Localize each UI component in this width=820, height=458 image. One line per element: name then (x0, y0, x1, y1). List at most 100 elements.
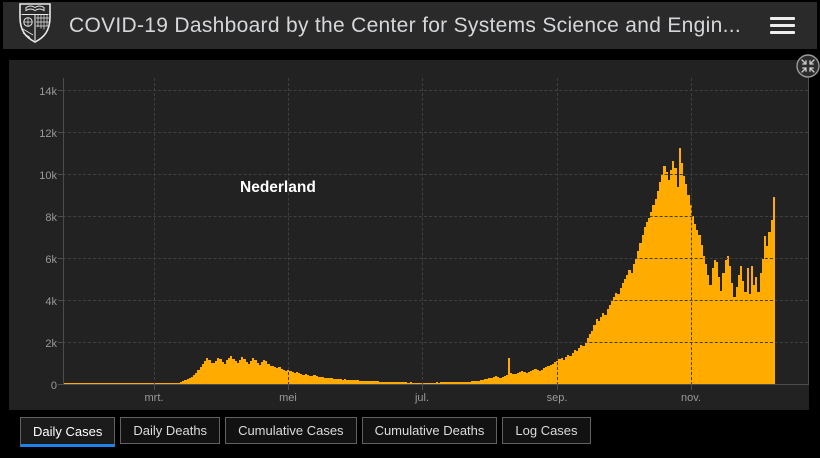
bar[interactable] (249, 361, 253, 384)
bar[interactable] (376, 381, 379, 384)
bar[interactable] (637, 251, 640, 384)
bar[interactable] (645, 222, 649, 384)
bar[interactable] (193, 375, 196, 384)
bar[interactable] (357, 380, 360, 384)
bar[interactable] (709, 285, 712, 384)
bar[interactable] (403, 382, 406, 384)
bar[interactable] (348, 380, 351, 384)
bar[interactable] (766, 246, 769, 384)
bar[interactable] (400, 382, 404, 384)
bar[interactable] (411, 383, 414, 384)
bar[interactable] (558, 359, 561, 384)
bar[interactable] (70, 383, 73, 384)
bar[interactable] (718, 277, 721, 384)
bar[interactable] (580, 345, 583, 384)
bar[interactable] (652, 205, 655, 384)
bar[interactable] (204, 361, 207, 384)
bar[interactable] (201, 364, 204, 384)
bar[interactable] (151, 383, 154, 384)
bar[interactable] (302, 375, 305, 384)
bar[interactable] (549, 365, 552, 384)
bar[interactable] (685, 184, 688, 384)
bar[interactable] (733, 297, 736, 384)
bar[interactable] (503, 376, 506, 384)
bar[interactable] (591, 331, 594, 384)
bar[interactable] (175, 383, 178, 384)
bar[interactable] (551, 364, 554, 384)
bar[interactable] (304, 374, 307, 384)
bar[interactable] (252, 358, 255, 384)
bar[interactable] (164, 383, 167, 384)
bar[interactable] (190, 377, 194, 384)
bar[interactable] (521, 371, 524, 384)
bar[interactable] (160, 383, 163, 384)
bar[interactable] (74, 383, 78, 384)
bar[interactable] (387, 382, 390, 384)
bar[interactable] (363, 381, 366, 384)
bar[interactable] (330, 378, 334, 384)
bar[interactable] (177, 383, 180, 384)
bar[interactable] (772, 197, 775, 384)
bar[interactable] (149, 383, 152, 384)
bar[interactable] (398, 382, 401, 384)
bar[interactable] (339, 379, 342, 384)
bar[interactable] (634, 258, 638, 384)
bar[interactable] (608, 305, 611, 384)
bar[interactable] (455, 382, 458, 384)
bar[interactable] (116, 383, 119, 384)
bar[interactable] (750, 266, 754, 384)
bar[interactable] (101, 383, 104, 384)
bar[interactable] (433, 383, 436, 384)
bar[interactable] (118, 383, 121, 384)
bar[interactable] (475, 381, 478, 384)
bar[interactable] (674, 168, 677, 384)
bar[interactable] (385, 382, 388, 384)
bar[interactable] (573, 350, 576, 384)
bar[interactable] (188, 378, 191, 384)
bar[interactable] (254, 360, 257, 384)
bar[interactable] (770, 220, 773, 384)
bar[interactable] (232, 359, 235, 384)
bar[interactable] (298, 373, 301, 384)
bar[interactable] (543, 368, 546, 384)
bar[interactable] (92, 383, 95, 384)
bar[interactable] (438, 383, 441, 384)
bar[interactable] (289, 371, 292, 384)
bar[interactable] (624, 279, 627, 384)
bar[interactable] (221, 362, 224, 384)
bar[interactable] (757, 292, 760, 384)
bar[interactable] (444, 382, 447, 384)
bar[interactable] (184, 380, 187, 384)
bar[interactable] (424, 383, 428, 384)
bar[interactable] (409, 382, 412, 384)
bar[interactable] (79, 383, 82, 384)
bar[interactable] (742, 281, 745, 384)
bar[interactable] (468, 382, 471, 384)
bar[interactable] (276, 368, 279, 384)
bar[interactable] (208, 360, 211, 384)
bar[interactable] (604, 315, 607, 384)
bar[interactable] (158, 383, 161, 384)
bar[interactable] (569, 356, 572, 384)
bar[interactable] (707, 275, 710, 384)
bar[interactable] (560, 358, 563, 384)
bar[interactable] (672, 161, 675, 384)
bar[interactable] (142, 383, 145, 384)
bar[interactable] (374, 381, 377, 384)
bar[interactable] (381, 382, 384, 384)
bar[interactable] (322, 377, 325, 384)
bar[interactable] (179, 382, 183, 384)
bar[interactable] (659, 182, 662, 384)
bar[interactable] (694, 224, 697, 384)
bar[interactable] (575, 351, 579, 384)
bar[interactable] (453, 382, 456, 384)
bar[interactable] (219, 359, 222, 384)
bar[interactable] (479, 380, 482, 384)
bar[interactable] (523, 372, 526, 384)
bar[interactable] (144, 383, 148, 384)
expand-button[interactable] (795, 53, 820, 79)
bar[interactable] (335, 379, 338, 384)
bar[interactable] (676, 187, 679, 384)
bar[interactable] (698, 235, 701, 384)
bar[interactable] (442, 382, 445, 384)
